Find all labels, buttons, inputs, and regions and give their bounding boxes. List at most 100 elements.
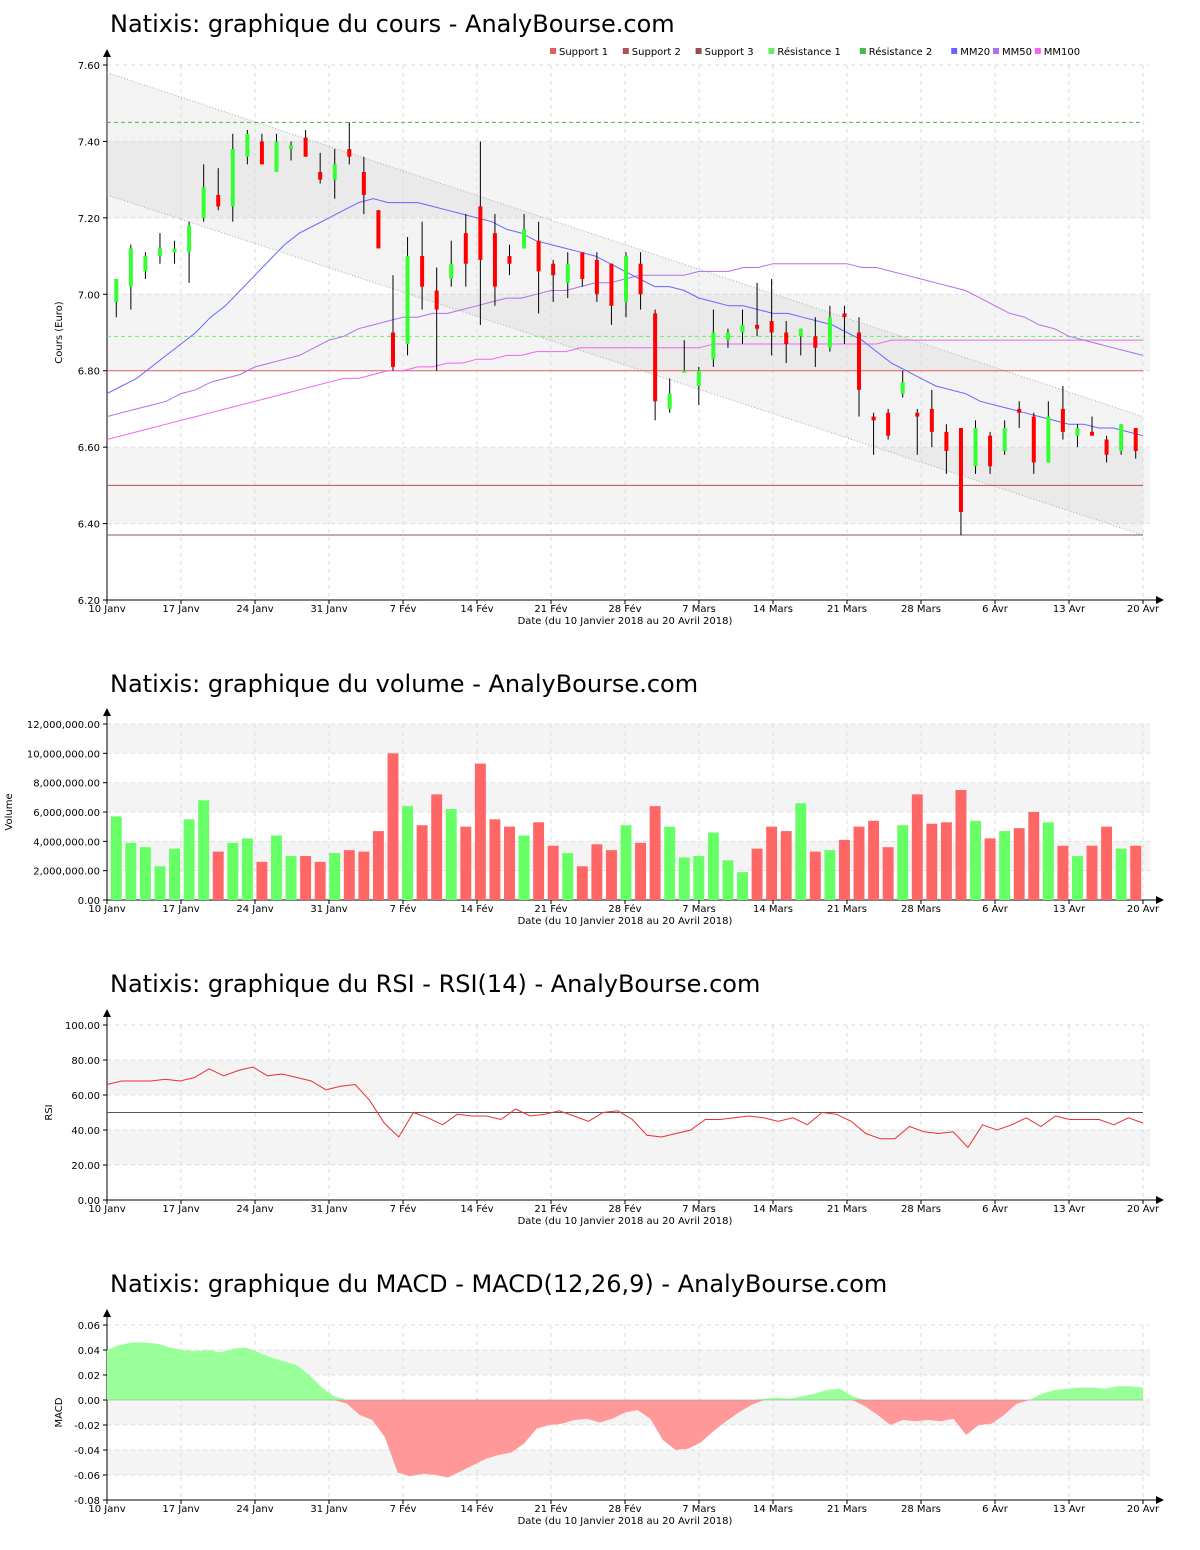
grid-band [107,294,1150,371]
candle-body [449,263,454,279]
x-tick-label: 28 Mars [901,604,941,615]
x-axis-label: Date (du 10 Janvier 2018 au 20 Avril 201… [518,1516,733,1527]
price-title: Natixis: graphique du cours - AnalyBours… [110,10,675,38]
x-axis-label: Date (du 10 Janvier 2018 au 20 Avril 201… [518,616,733,627]
x-tick-label: 14 Fév [460,603,493,615]
candle-body [172,248,177,253]
x-tick-label: 28 Fév [608,603,641,615]
x-tick-label: 7 Fév [390,603,417,615]
legend-swatch [951,48,958,54]
candle-body [522,229,527,249]
volume-bar [285,856,297,900]
candle-body [361,172,366,195]
candle-body [201,187,206,218]
candle-body [1046,416,1051,463]
x-tick-label: 24 Janv [236,1504,273,1515]
grid-band [107,141,1150,218]
volume-bar [999,831,1011,900]
candle-body [405,256,410,344]
candle-body [551,263,556,276]
x-tick-label: 21 Fév [534,1203,567,1215]
candle-body [958,428,963,513]
y-tick-label: 0.00 [78,896,100,907]
candle-body [1060,408,1065,432]
volume-bar [1013,828,1025,900]
candle-body [216,194,221,207]
volume-bar [547,845,559,900]
volume-bar [518,835,530,900]
x-tick-label: 31 Janv [310,1204,347,1215]
x-tick-label: 17 Janv [162,904,199,915]
y-tick-label: 7.00 [78,290,100,301]
volume-bar [678,857,690,900]
candle-body [667,393,672,409]
volume-bar [314,861,326,900]
y-tick-label: -0.04 [74,1446,100,1457]
y-tick-label: 6,000,000.00 [33,808,100,819]
y-tick-label: 2,000,000.00 [33,867,100,878]
trend-line-upper [106,72,1144,418]
macd-negative-area [107,1400,1143,1478]
volume-bar [387,753,399,900]
volume-bar [212,851,224,900]
volume-bar [372,831,384,900]
candle-body [842,313,847,318]
x-tick-label: 6 Avr [982,1504,1009,1515]
candle-body [1090,431,1095,436]
volume-bar [110,816,122,900]
candle-body [653,313,658,402]
volume-bar [562,853,574,900]
x-tick-label: 7 Fév [390,1503,417,1515]
volume-bar [1130,845,1142,900]
rsi-chart: 0.00 20.00 40.00 60.00 80.00 100.00 10 Janv 17 … [44,1009,1164,1227]
volume-bar [722,860,734,900]
y-tick-label: 8,000,000.00 [33,779,100,790]
candle-body [114,279,119,302]
x-tick-label: 20 Avr [1127,1204,1160,1215]
x-axis-arrow [1156,1496,1164,1504]
candle-body [973,428,978,467]
x-tick-label: 21 Mars [827,604,867,615]
x-tick-label: 7 Mars [682,1204,716,1215]
candle-body [507,256,512,264]
y-axis-arrow [103,1309,111,1317]
candle-body [434,290,439,310]
candle-body [609,263,614,306]
volume-bar [1101,826,1113,900]
legend-label: Support 2 [632,47,681,58]
volume-bar [300,856,312,900]
candle-body [711,332,716,360]
y-tick-label: 0.02 [78,1371,100,1382]
legend-swatch [768,48,775,54]
volume-bar [780,831,792,900]
mm100-line [106,339,1143,440]
grid-band [107,782,1150,812]
x-tick-label: 24 Janv [236,1204,273,1215]
x-tick-label: 17 Janv [162,1504,199,1515]
candle-body [332,164,337,180]
x-axis-label: Date (du 10 Janvier 2018 au 20 Avril 201… [518,916,733,927]
volume-bar [460,826,472,900]
volume-bar [868,820,880,900]
volume-bar [1086,845,1098,900]
x-tick-label: 13 Avr [1053,904,1086,915]
x-tick-label: 14 Mars [753,904,793,915]
candle-body [245,133,250,157]
candle-body [740,324,745,333]
x-tick-label: 10 Janv [88,1204,125,1215]
volume-bar [1115,848,1127,900]
x-tick-label: 14 Mars [753,1504,793,1515]
volume-bar [576,866,588,900]
x-tick-label: 10 Janv [88,904,125,915]
x-tick-label: 7 Mars [682,904,716,915]
candle-body [565,263,570,283]
x-tick-label: 13 Avr [1053,1504,1086,1515]
price-chart: 6.20 6.40 6.60 6.80 7.00 7.20 7.40 7.60 10 Janv 1… [54,46,1164,627]
legend-label: MM100 [1044,47,1080,58]
y-tick-label: 100.00 [65,1021,100,1032]
volume-bar [125,842,137,900]
y-tick-label: 10,000,000.00 [27,749,100,760]
candle-body [143,256,148,272]
candle-body [813,336,818,348]
candle-body [1002,428,1007,451]
